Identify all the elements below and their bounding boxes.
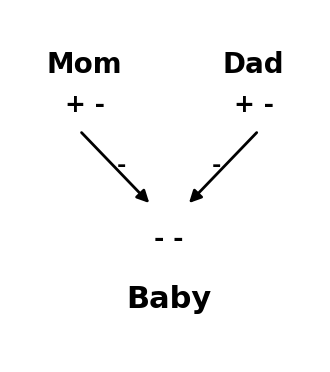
Text: -: - xyxy=(117,156,126,176)
Text: + -: + - xyxy=(65,93,105,117)
Text: - -: - - xyxy=(154,227,184,251)
Text: Dad: Dad xyxy=(223,51,284,79)
Text: Baby: Baby xyxy=(126,285,212,314)
Text: Mom: Mom xyxy=(47,51,122,79)
Text: -: - xyxy=(212,156,221,176)
Text: + -: + - xyxy=(234,93,274,117)
